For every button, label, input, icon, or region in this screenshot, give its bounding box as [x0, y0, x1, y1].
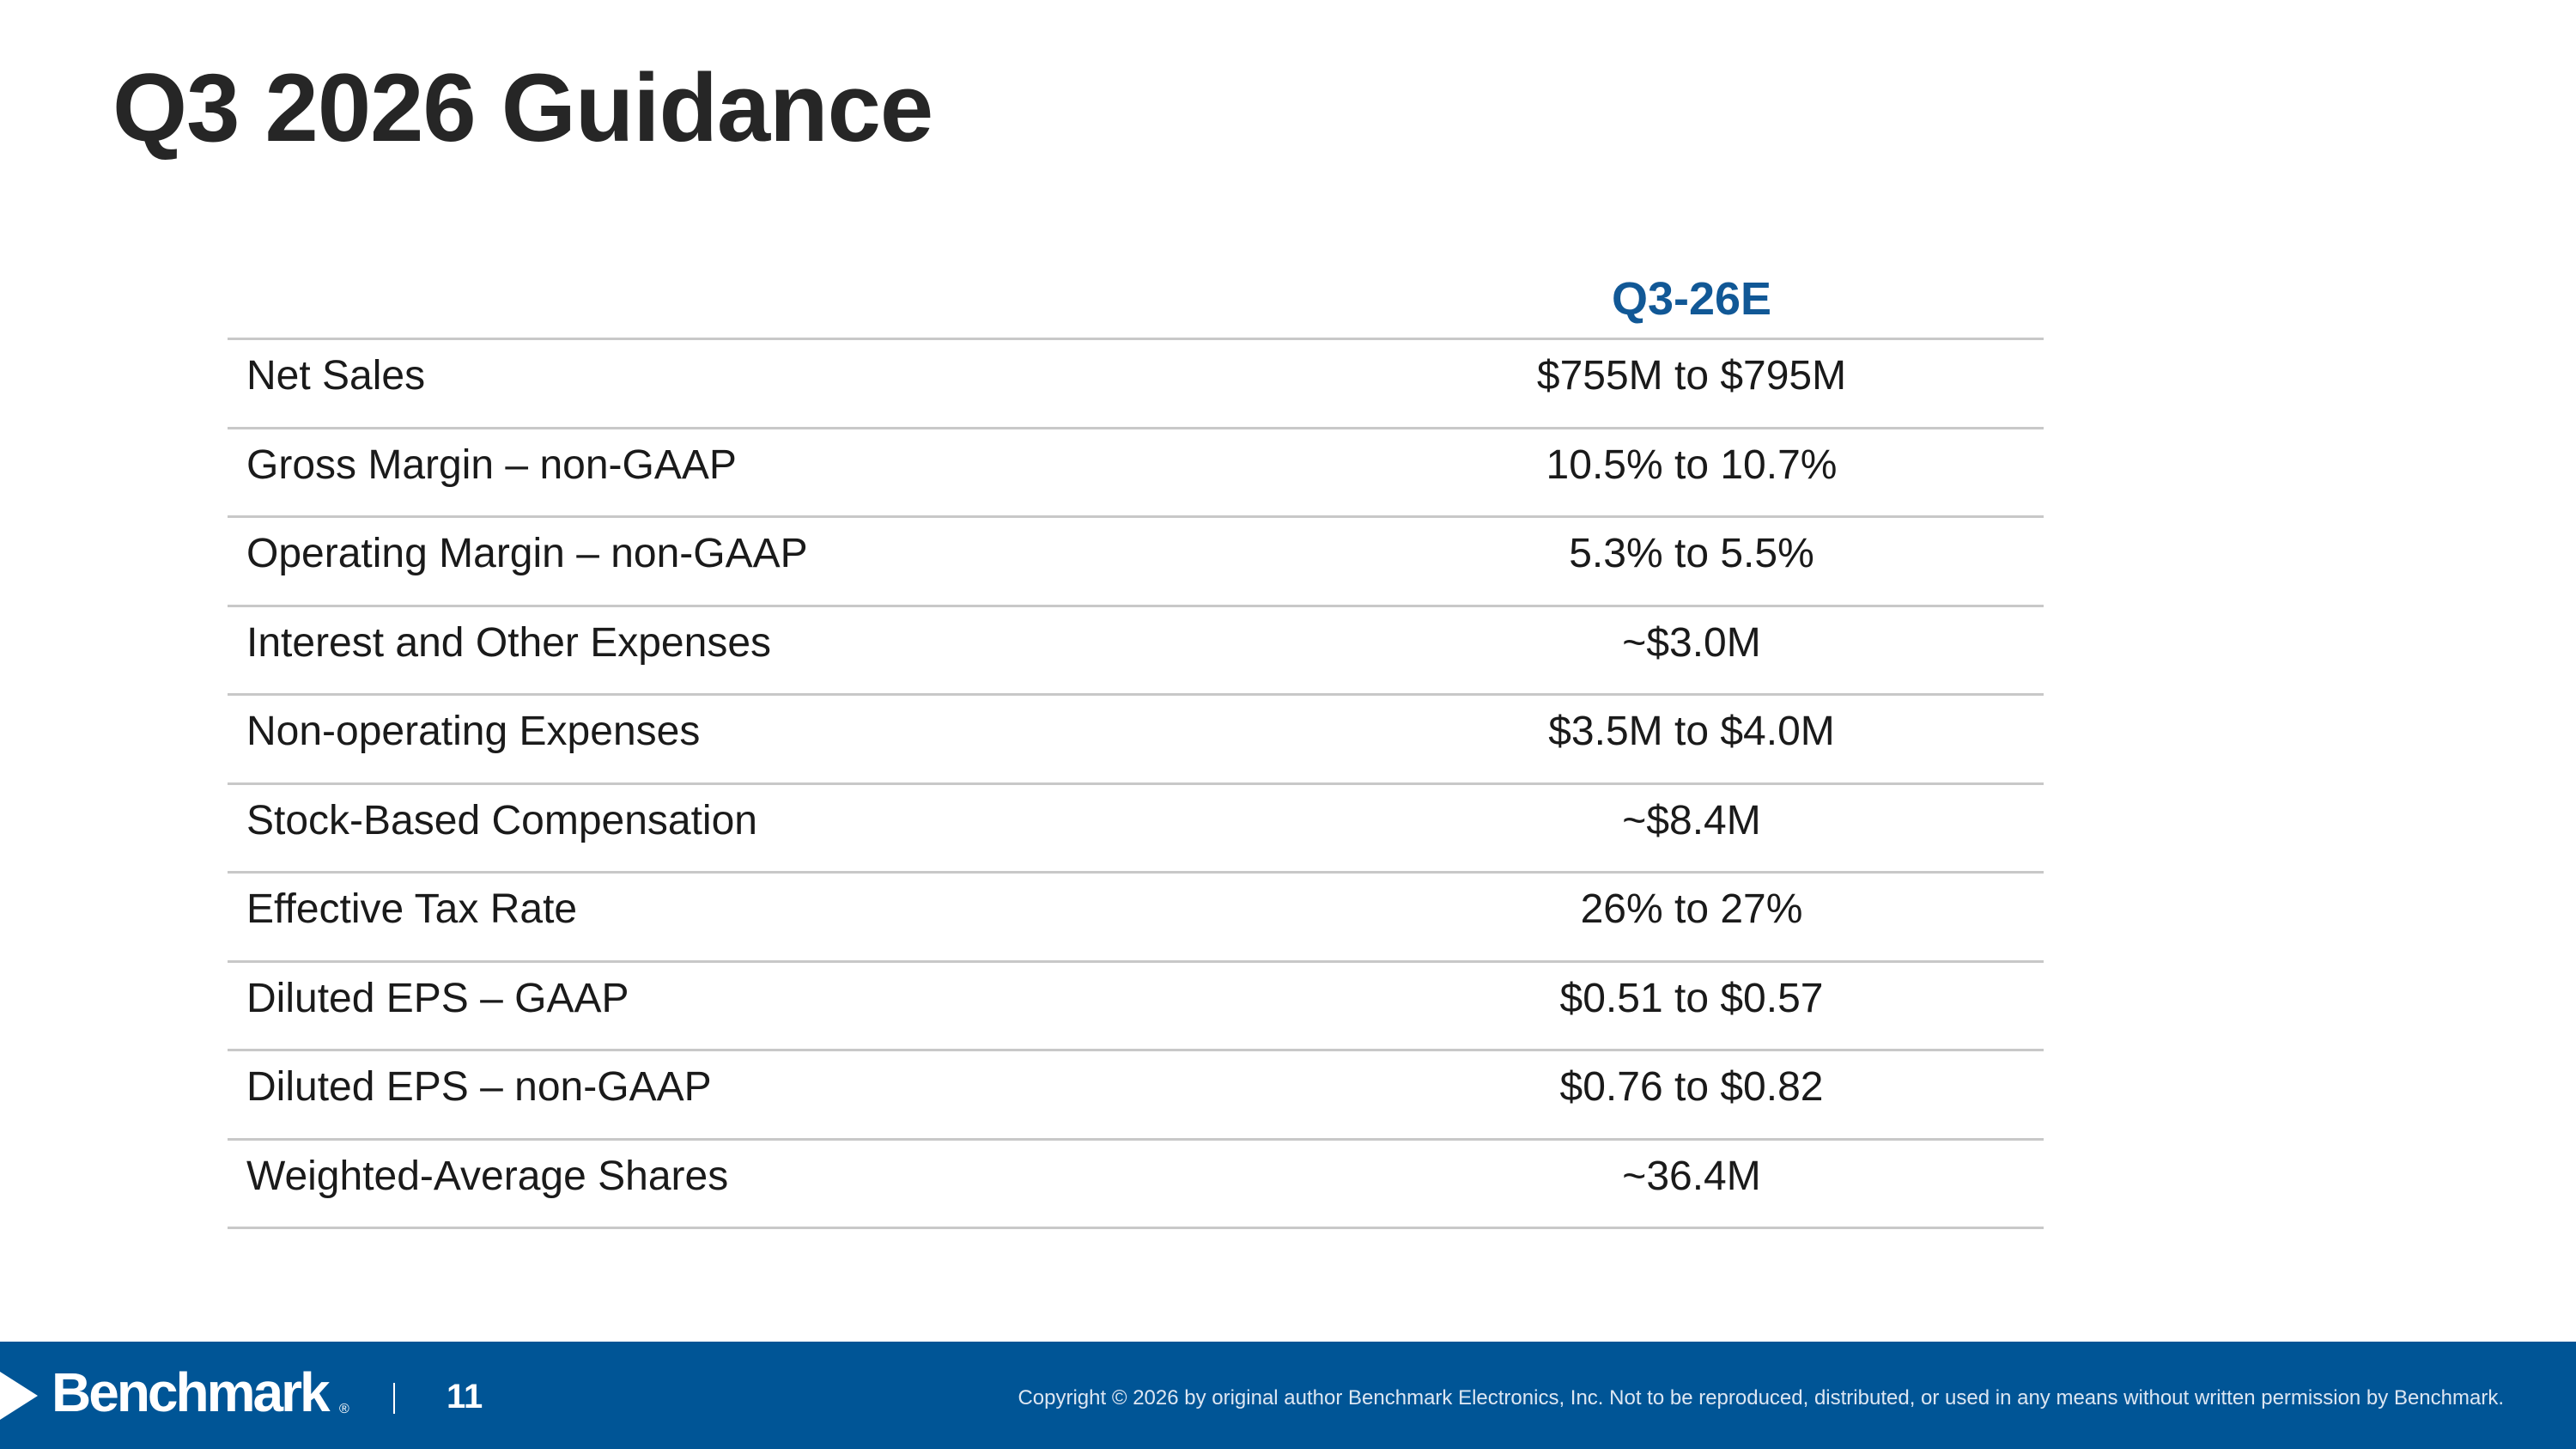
page-number: 11: [447, 1378, 483, 1416]
table-row: Diluted EPS – non-GAAP $0.76 to $0.82: [228, 1051, 2044, 1141]
row-value: 26% to 27%: [1580, 886, 1803, 932]
page-title: Q3 2026 Guidance: [112, 54, 933, 161]
table-row: Gross Margin – non-GAAP 10.5% to 10.7%: [228, 429, 2044, 518]
row-value: ~$8.4M: [1622, 797, 1761, 843]
row-value: 5.3% to 5.5%: [1569, 531, 1814, 576]
table-row: Interest and Other Expenses ~$3.0M: [228, 607, 2044, 696]
logo-triangle-icon: [0, 1372, 38, 1420]
row-value: $0.76 to $0.82: [1559, 1064, 1824, 1110]
row-label: Net Sales: [246, 353, 426, 399]
row-label: Stock-Based Compensation: [246, 797, 757, 843]
footer-divider: [393, 1383, 395, 1414]
row-value: ~$3.0M: [1622, 619, 1761, 666]
benchmark-logo: Benchmark ®: [0, 1342, 361, 1449]
table-row: Non-operating Expenses $3.5M to $4.0M: [228, 696, 2044, 785]
row-label: Gross Margin – non-GAAP: [246, 441, 737, 488]
row-value: $3.5M to $4.0M: [1548, 709, 1835, 754]
row-label: Diluted EPS – non-GAAP: [246, 1064, 712, 1110]
column-header-q3-26e: Q3-26E: [1611, 273, 1772, 325]
table-row: Stock-Based Compensation ~$8.4M: [228, 785, 2044, 874]
row-label: Diluted EPS – GAAP: [246, 975, 629, 1021]
row-label: Interest and Other Expenses: [246, 619, 772, 666]
table-row: Net Sales $755M to $795M: [228, 340, 2044, 429]
table-row: Diluted EPS – GAAP $0.51 to $0.57: [228, 963, 2044, 1051]
footer-bar: Benchmark ® 11 Copyright © 2026 by origi…: [0, 1342, 2576, 1449]
row-value: ~36.4M: [1622, 1153, 1761, 1199]
copyright-notice: Copyright © 2026 by original author Benc…: [1018, 1386, 2504, 1409]
guidance-table: Q3-26E Net Sales $755M to $795M Gross Ma…: [228, 264, 2044, 1229]
row-value: 10.5% to 10.7%: [1546, 441, 1838, 488]
row-value: $755M to $795M: [1536, 353, 1847, 399]
table-row: Weighted-Average Shares ~36.4M: [228, 1141, 2044, 1229]
table-row: Effective Tax Rate 26% to 27%: [228, 874, 2044, 963]
table-row: Operating Margin – non-GAAP 5.3% to 5.5%: [228, 518, 2044, 607]
row-label: Non-operating Expenses: [246, 709, 701, 754]
row-value: $0.51 to $0.57: [1559, 975, 1824, 1021]
row-label: Effective Tax Rate: [246, 886, 578, 932]
row-label: Operating Margin – non-GAAP: [246, 531, 808, 576]
table-header: Q3-26E: [228, 264, 2044, 340]
row-label: Weighted-Average Shares: [246, 1153, 729, 1199]
registered-mark: ®: [339, 1402, 349, 1416]
logo-text: Benchmark: [52, 1361, 331, 1423]
